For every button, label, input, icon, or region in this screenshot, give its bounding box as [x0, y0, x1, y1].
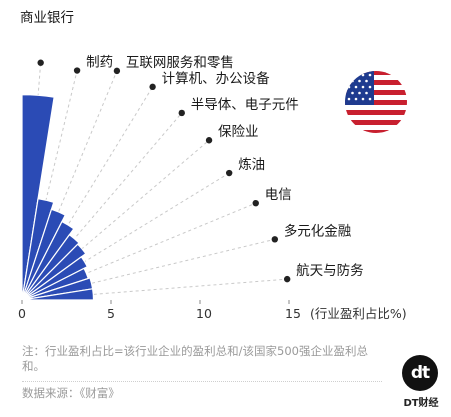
dt-logo: dt [402, 355, 438, 391]
x-tick-label: 5 [107, 306, 115, 321]
category-label: 商业银行 [20, 10, 74, 26]
spoke-line [21, 172, 230, 301]
x-tick-label: 0 [18, 306, 26, 321]
bar-sector [21, 233, 80, 301]
footer-divider [22, 381, 382, 382]
us-flag-icon [344, 70, 408, 138]
chart-spoke-dots [37, 59, 291, 283]
bar-sector [21, 288, 95, 301]
category-label: 互联网服务和零售 [126, 55, 234, 71]
category-label: 半导体、电子元件 [191, 97, 299, 113]
spoke-line [21, 112, 183, 301]
spoke-line [21, 139, 210, 301]
brand-name: DT财经 [403, 398, 439, 409]
spoke-dot [225, 169, 233, 177]
bar-sector [21, 243, 87, 301]
category-label: 多元化金融 [284, 222, 352, 239]
chart-bars [21, 94, 95, 301]
data-source: 数据来源：《财富》 [22, 386, 120, 400]
spoke-dot [205, 137, 213, 144]
bar-sector [21, 256, 89, 301]
category-label: 计算机、办公设备 [162, 70, 270, 87]
bar-sector [21, 208, 67, 301]
category-label: 电信 [265, 187, 292, 203]
bar-sector [21, 220, 75, 301]
category-label: 航天与防务 [296, 263, 364, 279]
spoke-dot [149, 83, 156, 91]
chart-x-axis: 0 5 10 15 (行业盈利占比%) [18, 300, 407, 321]
category-label: 炼油 [238, 157, 265, 173]
spoke-dot [178, 109, 185, 117]
spoke-dot [271, 236, 279, 243]
spoke-line [21, 70, 118, 301]
spoke-dot [113, 67, 121, 75]
spoke-dot [37, 59, 44, 66]
chart-footnote: 注：行业盈利占比=该行业企业的盈利总和/该国家500强企业盈利总和。 [22, 344, 368, 373]
spoke-dot [252, 199, 259, 207]
x-tick-label: 10 [196, 306, 212, 321]
spoke-dot [283, 275, 291, 283]
x-tick-label: 15 [285, 306, 301, 321]
category-label: 保险业 [218, 124, 259, 140]
category-label: 制药 [86, 55, 113, 71]
x-axis-unit-label: (行业盈利占比%) [310, 306, 407, 321]
spoke-dot [73, 67, 81, 74]
